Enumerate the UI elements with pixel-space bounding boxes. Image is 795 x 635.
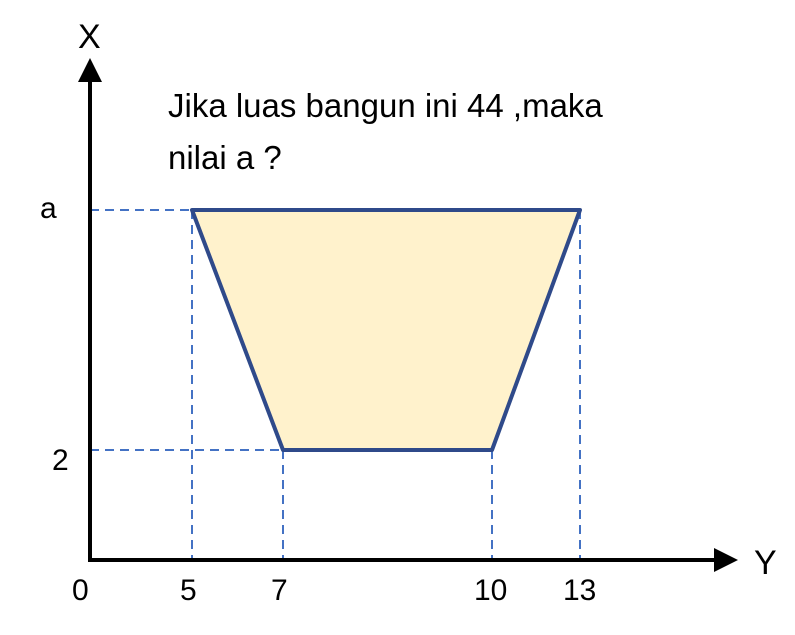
horizontal-tick-10: 10 bbox=[474, 574, 507, 607]
vertical-axis-label: X bbox=[78, 18, 101, 56]
horizontal-tick-7: 7 bbox=[271, 574, 288, 607]
vertical-axis-arrow-icon bbox=[78, 58, 102, 82]
trapezoid-shape bbox=[190, 208, 582, 452]
vertical-tick-a: a bbox=[40, 192, 57, 225]
horizontal-axis-label: Y bbox=[754, 544, 777, 582]
question-line-2: nilai a ? bbox=[168, 139, 282, 176]
horizontal-axis-arrow-icon bbox=[714, 548, 738, 572]
question-line-1: Jika luas bangun ini 44 ,maka bbox=[168, 87, 603, 124]
horizontal-tick-13: 13 bbox=[563, 574, 596, 607]
question-text: Jika luas bangun ini 44 ,maka nilai a ? bbox=[168, 80, 728, 184]
vertical-tick-2: 2 bbox=[52, 444, 69, 477]
horizontal-tick-5: 5 bbox=[180, 574, 197, 607]
origin-label: 0 bbox=[72, 574, 89, 607]
